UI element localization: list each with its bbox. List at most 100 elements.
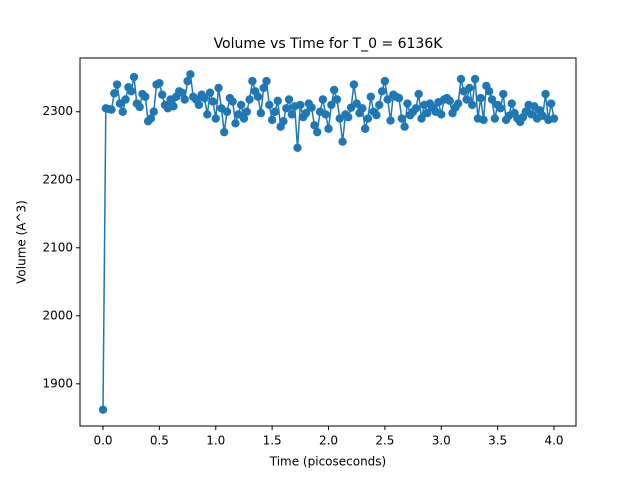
x-tick-label: 4.0 [544, 434, 563, 448]
data-point [372, 110, 381, 120]
data-point [205, 88, 215, 97]
data-point [549, 114, 559, 123]
data-point [183, 76, 192, 86]
data-point [541, 89, 550, 99]
data-point [445, 96, 454, 106]
data-point [546, 99, 556, 108]
data-point [394, 93, 404, 103]
x-tick-label: 2.5 [375, 434, 394, 448]
data-point [279, 117, 288, 126]
data-point [273, 96, 282, 106]
data-point [307, 103, 316, 112]
data-point [397, 114, 406, 123]
data-point [118, 107, 127, 116]
data-point [220, 127, 229, 137]
data-point [411, 104, 421, 113]
data-point [265, 100, 274, 110]
data-point [259, 83, 268, 93]
data-point [344, 112, 353, 122]
data-point [386, 116, 395, 125]
data-point [313, 127, 322, 137]
y-tick-label: 1900 [42, 376, 73, 390]
data-point [310, 121, 319, 130]
data-point [414, 89, 423, 99]
data-point [267, 115, 277, 125]
data-point [239, 114, 249, 123]
data-point [375, 100, 384, 110]
data-point [465, 83, 474, 93]
data-point [400, 122, 409, 131]
y-tick-label: 2200 [42, 172, 73, 186]
data-point [228, 97, 237, 106]
x-tick-label: 3.5 [488, 434, 507, 448]
data-point [157, 90, 167, 99]
data-point [186, 70, 195, 79]
data-point [360, 124, 370, 133]
data-point [338, 137, 347, 146]
data-point [282, 104, 291, 113]
data-point [287, 110, 297, 119]
data-point [366, 92, 375, 101]
data-point [487, 95, 497, 104]
y-tick-label: 2000 [42, 308, 73, 322]
data-point [112, 80, 122, 89]
data-point [468, 100, 477, 110]
data-point [437, 110, 446, 119]
data-point [363, 114, 373, 123]
data-point [296, 100, 305, 110]
data-point [236, 100, 246, 110]
data-point [270, 107, 280, 116]
y-tick-label: 2100 [42, 240, 73, 254]
data-point [496, 104, 505, 113]
data-point [194, 100, 204, 110]
data-point [470, 74, 480, 84]
x-tick-label: 3.0 [432, 434, 451, 448]
data-point [110, 89, 119, 98]
data-point [499, 89, 508, 99]
data-point [456, 74, 466, 84]
data-point [284, 95, 294, 104]
data-point [242, 107, 251, 116]
data-point [293, 143, 302, 152]
data-point [177, 88, 187, 97]
data-point [327, 100, 336, 110]
data-point [383, 95, 392, 104]
data-point [403, 99, 412, 108]
x-axis-label: Time (picoseconds) [269, 455, 386, 469]
data-point [211, 114, 220, 123]
data-point [200, 93, 209, 103]
data-point [231, 119, 240, 128]
y-tick-label: 2300 [42, 104, 73, 118]
data-point [149, 107, 158, 116]
chart-title: Volume vs Time for T_0 = 6136K [214, 36, 444, 52]
x-tick-label: 0.0 [93, 434, 112, 448]
data-point [324, 124, 333, 133]
data-point [329, 85, 339, 95]
data-point [169, 102, 178, 111]
data-point [208, 97, 218, 106]
data-point [380, 76, 390, 86]
x-tick-label: 1.5 [263, 434, 282, 448]
x-tick-label: 1.0 [206, 434, 225, 448]
data-point [180, 95, 189, 104]
data-point [107, 105, 116, 114]
data-point [453, 99, 463, 108]
data-point [417, 114, 426, 123]
data-point [222, 107, 232, 116]
data-point [352, 99, 361, 108]
data-point [121, 95, 130, 104]
data-point [126, 87, 136, 96]
x-tick-label: 2.0 [319, 434, 338, 448]
data-point [248, 76, 257, 86]
data-point [476, 93, 485, 103]
data-point [358, 104, 367, 113]
data-point [507, 99, 516, 108]
data-point [332, 95, 342, 104]
data-point [490, 114, 500, 123]
data-point [321, 110, 330, 119]
data-point [141, 92, 150, 101]
data-point [301, 108, 311, 118]
data-point [203, 110, 212, 119]
